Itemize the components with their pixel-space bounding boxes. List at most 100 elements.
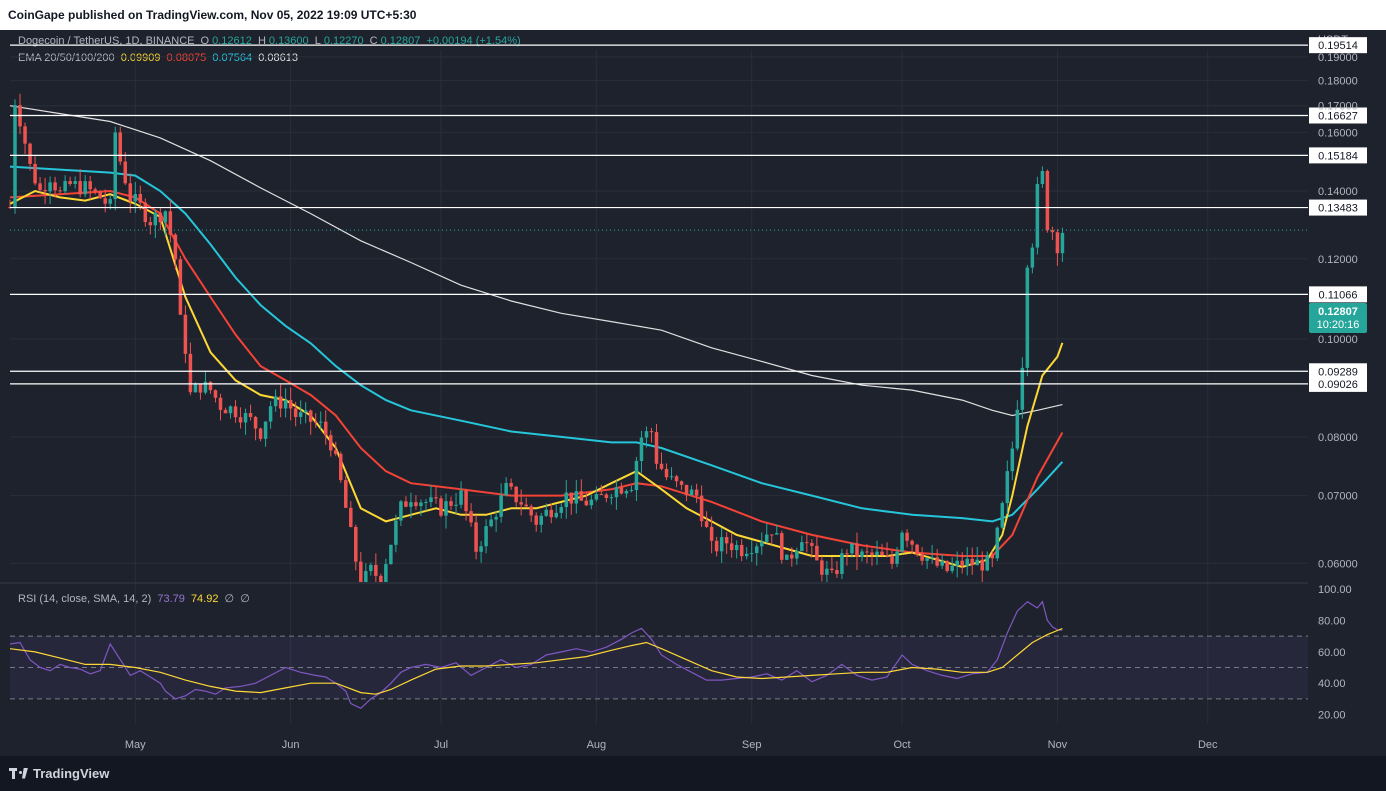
candle-body: [1045, 171, 1050, 231]
candle-body: [604, 494, 609, 498]
price-tick-label: 0.14000: [1318, 186, 1358, 198]
price-tick-label: 0.18000: [1318, 76, 1358, 88]
level-label: 0.11066: [1319, 289, 1358, 301]
published-banner: CoinGape published on TradingView.com, N…: [0, 0, 1386, 30]
candle-body: [238, 417, 243, 423]
ema-legend[interactable]: EMA 20/50/100/200 0.09909 0.08075 0.0756…: [18, 52, 301, 64]
candle-body: [589, 499, 594, 506]
candle-body: [885, 555, 889, 557]
symbol-legend[interactable]: Dogecoin / TetherUS, 1D, BINANCE O 0.1261…: [18, 35, 524, 47]
time-tick-label: Dec: [1198, 739, 1218, 751]
time-tick-label: Aug: [587, 739, 607, 751]
candle-body: [970, 558, 974, 566]
open-label: O: [200, 35, 210, 47]
time-axis[interactable]: May Jun Jul Aug Sep Oct Nov Dec: [125, 739, 1218, 751]
candle-body: [699, 495, 704, 522]
candle-body: [93, 189, 97, 192]
candle-body: [775, 533, 779, 535]
candle-body: [28, 143, 32, 164]
candle-body: [850, 543, 854, 554]
candle-body: [339, 453, 343, 481]
candle-body: [960, 560, 964, 566]
price-tick-label: 0.06000: [1318, 558, 1358, 570]
candle-body: [103, 198, 107, 204]
candle-body: [890, 555, 894, 564]
candle-body: [163, 211, 168, 223]
candle-body: [399, 501, 403, 521]
candle-body: [835, 570, 839, 574]
candle-body: [213, 390, 218, 398]
candle-body: [514, 486, 518, 503]
candle-body: [349, 507, 353, 527]
candle-body: [579, 491, 584, 501]
candle-body: [965, 558, 969, 566]
candle-body: [173, 234, 178, 260]
candle-body: [293, 408, 298, 417]
level-tag: [1309, 375, 1367, 392]
high-label: H: [257, 35, 266, 47]
candle-body: [744, 553, 749, 557]
candle-body: [905, 532, 909, 541]
rsi-panel: [9, 600, 1308, 710]
candle-body: [98, 191, 102, 199]
candle-body: [88, 181, 92, 190]
close-value: 0.12807: [380, 35, 421, 47]
candle-body: [128, 183, 133, 202]
level-label: 0.19514: [1318, 40, 1358, 52]
candle-body: [283, 400, 288, 409]
rsi-legend[interactable]: RSI (14, close, SMA, 14, 2) 73.79 74.92 …: [18, 592, 253, 605]
candle-body: [233, 406, 238, 418]
time-tick-label: May: [125, 739, 146, 751]
candle-body: [168, 211, 173, 235]
candle-body: [1010, 448, 1015, 472]
candle-body: [198, 384, 203, 393]
candle-body: [950, 565, 954, 571]
candle-body: [484, 526, 488, 547]
candle-body: [364, 571, 368, 582]
candle-body: [664, 468, 669, 478]
candle-body: [424, 502, 428, 504]
candle-body: [574, 491, 579, 504]
level-label: 0.16627: [1318, 110, 1358, 122]
tradingview-brand: TradingView: [33, 766, 110, 781]
candle-body: [935, 557, 939, 566]
candle-body: [53, 182, 57, 191]
candle-body: [509, 482, 513, 487]
level-label: 0.15184: [1318, 150, 1358, 162]
candle-body: [1000, 503, 1005, 528]
candle-body: [875, 551, 879, 555]
candle-body: [614, 487, 619, 498]
rsi-sma-line: [9, 627, 1063, 695]
price-axis[interactable]: 0.06000 0.07000 0.08000 0.10000 0.12000 0.140…: [1318, 52, 1358, 722]
candle-body: [529, 506, 533, 516]
price-chart[interactable]: 0.19514 0.16627 0.15184 0.13483 0.11066 0.092…: [0, 30, 1386, 756]
rsi-tick-label: 60.00: [1318, 647, 1346, 659]
candle-body: [228, 406, 233, 414]
candle-body: [785, 554, 789, 560]
candle-body: [379, 575, 383, 582]
candle-body: [895, 551, 899, 564]
candle-body: [459, 490, 463, 505]
candles: [8, 93, 1308, 582]
candle-body: [870, 552, 874, 555]
candle-body: [444, 501, 448, 516]
candle-body: [108, 199, 112, 204]
price-tick-label: 0.10000: [1318, 334, 1358, 346]
ema20-value: 0.09909: [120, 52, 161, 64]
candle-body: [1055, 232, 1060, 254]
published-text: CoinGape published on TradingView.com, N…: [8, 8, 417, 22]
candle-body: [759, 541, 764, 547]
candle-body: [203, 381, 208, 393]
candle-body: [820, 560, 824, 575]
ema200-value: 0.08613: [258, 52, 298, 64]
candle-body: [880, 551, 884, 556]
candle-body: [1025, 267, 1030, 368]
candle-body: [158, 212, 163, 223]
footer-bar: [0, 756, 1386, 791]
candle-body: [910, 540, 914, 545]
tradingview-logo[interactable]: TradingView: [9, 766, 109, 781]
candle-body: [679, 481, 684, 485]
candle-body: [619, 487, 624, 494]
candle-body: [258, 428, 263, 439]
level-tag: [1309, 199, 1367, 216]
